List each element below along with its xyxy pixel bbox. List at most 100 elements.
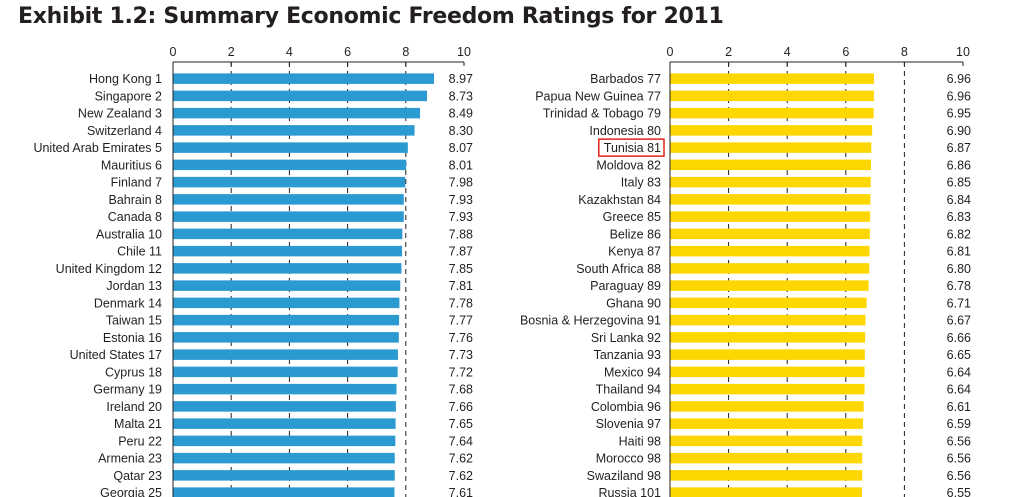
value-label: 6.78	[947, 279, 971, 293]
country-label: Slovenia 97	[596, 417, 661, 431]
value-label: 6.66	[947, 331, 971, 345]
bar	[173, 194, 404, 205]
country-label: Belize 86	[610, 227, 661, 241]
value-label: 6.56	[947, 452, 971, 466]
country-label: Morocco 98	[596, 452, 661, 466]
bar	[173, 142, 408, 153]
country-label: Georgia 25	[100, 486, 162, 497]
highlight-box	[598, 138, 665, 157]
value-label: 6.65	[947, 348, 971, 362]
value-label: 7.77	[449, 314, 473, 328]
bar	[670, 435, 863, 447]
bar	[670, 418, 864, 429]
country-label: United Kingdom 12	[56, 262, 162, 276]
country-label: Barbados 77	[590, 72, 661, 86]
value-label: 7.78	[449, 296, 473, 310]
country-label: South Africa 88	[576, 262, 661, 276]
bar	[173, 263, 402, 274]
bar	[670, 73, 874, 84]
x-tick-label: 2	[228, 45, 235, 59]
value-label: 8.07	[449, 141, 473, 155]
bar	[173, 349, 398, 360]
bar	[173, 280, 401, 291]
value-label: 8.30	[449, 124, 473, 138]
country-label: Tanzania 93	[594, 348, 661, 362]
value-label: 6.64	[947, 365, 971, 379]
bar	[173, 487, 395, 497]
x-tick-label: 10	[956, 45, 970, 59]
value-label: 8.01	[449, 158, 473, 172]
bar	[670, 245, 870, 257]
value-label: 7.72	[449, 365, 473, 379]
bar	[670, 314, 866, 326]
country-label: United States 17	[70, 348, 162, 362]
bar	[173, 125, 415, 136]
x-tick-label: 10	[457, 45, 471, 59]
value-label: 7.66	[449, 400, 473, 414]
bar	[670, 383, 865, 395]
country-label: Papua New Guinea 77	[535, 89, 661, 103]
bar	[670, 349, 865, 360]
value-label: 8.73	[449, 89, 473, 103]
country-label: Estonia 16	[103, 331, 162, 345]
bar	[670, 211, 871, 222]
value-label: 6.56	[947, 434, 971, 448]
bar	[670, 125, 873, 136]
value-label: 6.61	[947, 400, 971, 414]
value-label: 7.93	[449, 193, 473, 207]
bar	[173, 107, 421, 119]
bar	[670, 280, 869, 291]
bar	[173, 470, 395, 481]
country-label: Taiwan 15	[106, 314, 162, 328]
value-label: 6.84	[947, 193, 971, 207]
bar	[670, 366, 865, 378]
value-label: 6.59	[947, 417, 971, 431]
bar	[670, 228, 870, 240]
country-label: Ireland 20	[106, 400, 162, 414]
value-label: 6.83	[947, 210, 971, 224]
bar	[173, 314, 400, 326]
value-label: 8.97	[449, 72, 473, 86]
bar	[173, 383, 397, 395]
value-label: 6.71	[947, 296, 971, 310]
country-label: Sri Lanka 92	[591, 331, 661, 345]
bar	[670, 297, 867, 309]
country-label: Kenya 87	[608, 245, 661, 259]
country-label: Hong Kong 1	[89, 72, 162, 86]
bar	[670, 401, 864, 412]
value-label: 6.87	[947, 141, 971, 155]
x-tick-label: 0	[667, 45, 674, 59]
country-label: Malta 21	[114, 417, 162, 431]
value-label: 7.61	[449, 486, 473, 497]
value-label: 6.64	[947, 383, 971, 397]
country-label: Peru 22	[118, 434, 162, 448]
x-tick-label: 0	[170, 45, 177, 59]
page-title: Exhibit 1.2: Summary Economic Freedom Ra…	[18, 4, 724, 29]
country-label: Italy 83	[621, 176, 661, 190]
bar	[173, 452, 395, 464]
country-label: Armenia 23	[98, 452, 162, 466]
value-label: 7.65	[449, 417, 473, 431]
x-tick-label: 2	[725, 45, 732, 59]
bar	[173, 297, 400, 309]
country-label: Singapore 2	[95, 89, 162, 103]
value-label: 6.56	[947, 469, 971, 483]
value-label: 6.90	[947, 124, 971, 138]
value-label: 7.87	[449, 245, 473, 259]
bar	[173, 176, 406, 188]
country-label: Trinidad & Tobago 79	[543, 107, 661, 121]
value-label: 6.55	[947, 486, 971, 497]
value-label: 7.62	[449, 452, 473, 466]
bar	[173, 159, 407, 171]
value-label: 6.86	[947, 158, 971, 172]
x-tick-label: 4	[784, 45, 791, 59]
bar	[670, 142, 872, 153]
value-label: 8.49	[449, 107, 473, 121]
value-label: 7.85	[449, 262, 473, 276]
value-label: 7.88	[449, 227, 473, 241]
country-label: Bosnia & Herzegovina 91	[520, 314, 661, 328]
country-label: New Zealand 3	[78, 107, 162, 121]
country-label: Chile 11	[117, 245, 162, 259]
country-label: Kazakhstan 84	[578, 193, 661, 207]
